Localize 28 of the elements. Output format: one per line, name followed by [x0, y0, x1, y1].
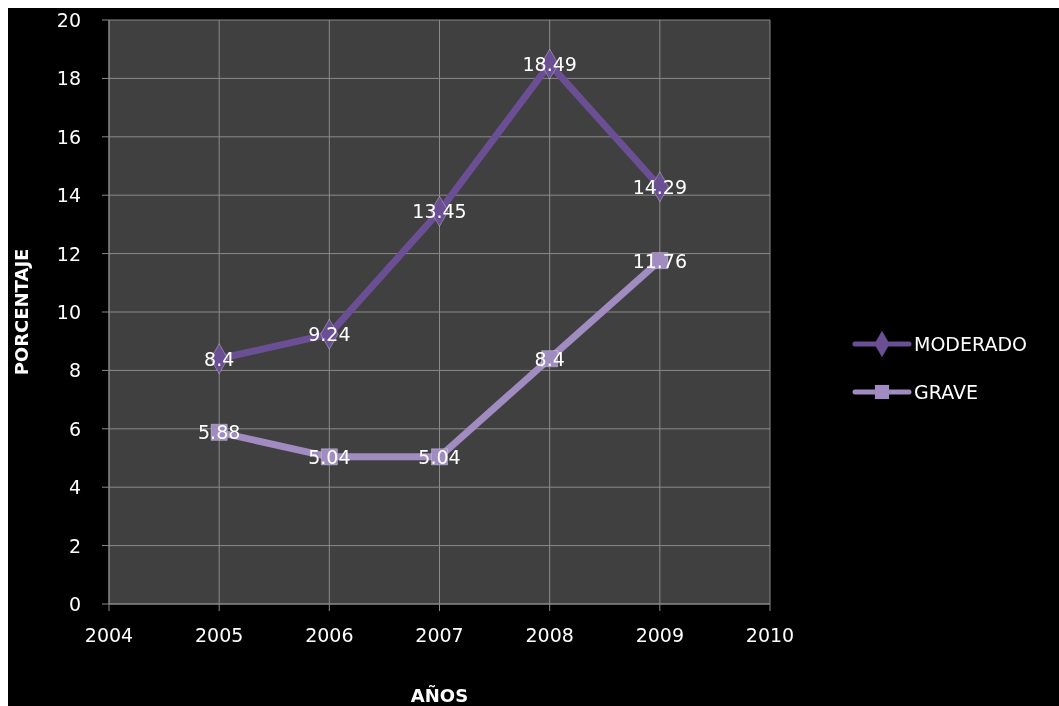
y-tick-label: 12	[56, 242, 81, 265]
y-tick-label: 6	[68, 417, 81, 440]
y-tick-label: 20	[56, 9, 81, 31]
data-label: 8.4	[204, 347, 235, 370]
y-tick-label: 18	[56, 67, 81, 90]
data-label: 13.45	[412, 200, 467, 223]
y-tick-label: 16	[56, 125, 81, 148]
data-label: 18.49	[522, 53, 577, 76]
y-tick-label: 10	[56, 301, 81, 323]
x-tick-label: 2005	[194, 624, 244, 646]
legend-label: MODERADO	[914, 333, 1027, 355]
x-tick-label: 2004	[84, 624, 134, 646]
y-tick-label: 2	[68, 534, 81, 557]
y-tick-label: 8	[68, 359, 81, 382]
x-tick-label: 2009	[635, 624, 685, 646]
y-tick-label: 0	[68, 593, 81, 615]
x-tick-label: 2007	[415, 624, 464, 646]
x-tick-label: 2006	[305, 624, 354, 646]
y-axis-title: PORCENTAJE	[11, 248, 32, 376]
x-tick-label: 2010	[745, 624, 795, 646]
data-label: 14.29	[632, 175, 688, 198]
x-tick-label: 2008	[525, 624, 574, 646]
legend-label: GRAVE	[914, 381, 978, 403]
y-tick-label: 4	[68, 476, 81, 499]
y-tick-label: 14	[56, 184, 81, 207]
data-label: 9.24	[308, 323, 351, 346]
data-label: 5.04	[308, 445, 351, 468]
x-axis-title: AÑOS	[410, 684, 469, 706]
